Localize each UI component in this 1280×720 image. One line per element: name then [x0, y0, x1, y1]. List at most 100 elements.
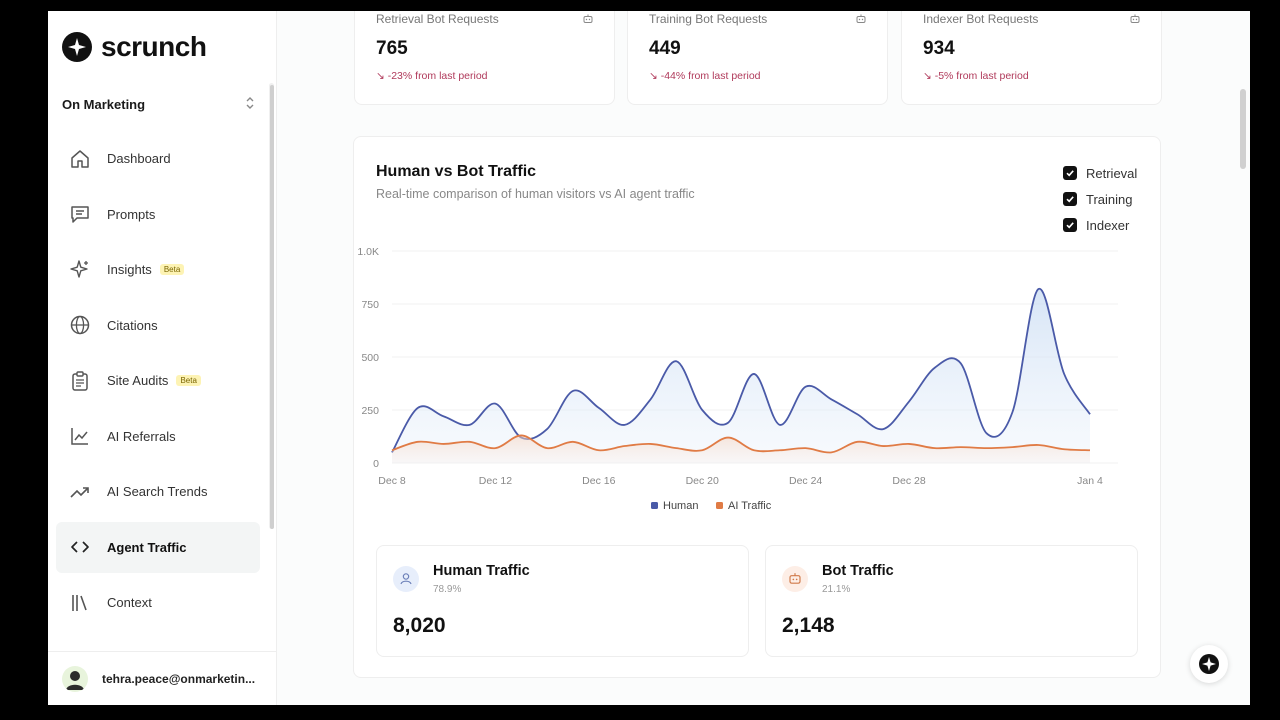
x-tick-label: Dec 24: [789, 475, 822, 487]
bot-icon: [582, 12, 594, 30]
x-tick-label: Dec 8: [378, 475, 406, 487]
sidebar: scrunch On Marketing Dashboard Prompts Ins…: [48, 11, 277, 705]
bot-type-filters: Retrieval Training Indexer: [1063, 160, 1137, 238]
checkbox-checked-icon[interactable]: [1063, 192, 1077, 206]
summary-percentage: 21.1%: [822, 584, 851, 595]
kpi-delta: ↘ -44% from last period: [649, 70, 761, 82]
clipboard-icon: [68, 369, 92, 393]
line-chart-icon: [68, 424, 92, 448]
filter-indexer[interactable]: Indexer: [1063, 212, 1137, 238]
trend-down-icon: ↘: [649, 70, 661, 82]
sidebar-item-ai-referrals[interactable]: AI Referrals: [56, 411, 260, 462]
x-tick-label: Dec 12: [479, 475, 512, 487]
summary-title: Human Traffic: [433, 563, 530, 579]
sidebar-item-context[interactable]: Context: [56, 577, 260, 628]
org-name: On Marketing: [62, 96, 146, 112]
kpi-card: Indexer Bot Requests 934 ↘ -5% from last p…: [901, 11, 1162, 105]
sidebar-item-insights[interactable]: Insights Beta: [56, 244, 260, 295]
sidebar-item-label: Citations: [107, 317, 158, 333]
kpi-value: 934: [923, 38, 955, 59]
sidebar-item-prompts[interactable]: Prompts: [56, 189, 260, 240]
summary-percentage: 78.9%: [433, 584, 462, 595]
y-tick-label: 500: [361, 352, 379, 364]
bot-icon: [855, 12, 867, 30]
filter-label: Indexer: [1086, 217, 1130, 233]
user-email: tehra.peace@onmarketin...: [102, 671, 256, 686]
series-area-human: [392, 288, 1090, 463]
logo[interactable]: scrunch: [62, 31, 207, 63]
app-name: scrunch: [101, 31, 207, 62]
main-content: Retrieval Bot Requests 765 ↘ -23% from las…: [277, 11, 1250, 705]
kpi-value: 765: [376, 38, 408, 59]
globe-icon: [68, 313, 92, 337]
kpi-title: Training Bot Requests: [649, 12, 768, 26]
home-icon: [68, 147, 92, 171]
code-icon: [68, 535, 92, 559]
beta-badge: Beta: [159, 264, 185, 275]
kpi-delta-text: -5% from last period: [934, 70, 1029, 82]
sidebar-item-dashboard[interactable]: Dashboard: [56, 133, 260, 184]
series-area-ai-traffic: [392, 435, 1090, 463]
sidebar-item-ai-search-trends[interactable]: AI Search Trends: [56, 466, 260, 517]
trend-up-icon: [68, 480, 92, 504]
legend-label: Human: [663, 500, 698, 512]
avatar: [62, 665, 88, 692]
legend-swatch: [651, 502, 658, 509]
sidebar-item-citations[interactable]: Citations: [56, 300, 260, 351]
checkbox-checked-icon[interactable]: [1063, 166, 1077, 180]
filter-retrieval[interactable]: Retrieval: [1063, 160, 1137, 186]
sidebar-scrollbar-thumb[interactable]: [270, 85, 274, 529]
series-line-ai-traffic: [391, 434, 1091, 454]
library-icon: [68, 591, 92, 615]
kpi-delta: ↘ -23% from last period: [376, 70, 488, 82]
sidebar-item-agent-traffic[interactable]: Agent Traffic: [56, 521, 260, 573]
summary-value: 2,148: [782, 614, 835, 637]
x-tick-label: Dec 16: [582, 475, 615, 487]
sidebar-item-label: Agent Traffic: [107, 539, 187, 555]
assistant-button[interactable]: [1190, 645, 1228, 683]
legend-swatch: [716, 502, 723, 509]
scrunch-logo-icon: [62, 32, 92, 62]
human-traffic-card: Human Traffic 78.9% 8,020: [376, 545, 749, 657]
org-switcher[interactable]: On Marketing: [62, 93, 255, 115]
y-tick-label: 1.0K: [357, 246, 379, 258]
sidebar-item-label: AI Referrals: [107, 428, 176, 444]
kpi-value: 449: [649, 38, 681, 59]
sidebar-item-site-audits[interactable]: Site Audits Beta: [56, 355, 260, 406]
beta-badge: Beta: [176, 375, 201, 386]
filter-label: Training: [1086, 191, 1133, 207]
sparkle-icon: [68, 258, 92, 282]
x-tick-label: Dec 28: [892, 475, 925, 487]
kpi-card: Retrieval Bot Requests 765 ↘ -23% from las…: [354, 11, 615, 105]
trend-down-icon: ↘: [376, 70, 388, 82]
traffic-area-chart: 0 250 500 750 1.0K Dec 8 Dec 12 Dec 16 Dec 20 Dec…: [357, 246, 1118, 512]
filter-label: Retrieval: [1086, 165, 1138, 181]
sidebar-item-label: Site Audits: [107, 373, 169, 388]
series-line-human: [391, 288, 1091, 453]
page-scrollbar-thumb[interactable]: [1240, 89, 1246, 169]
trend-down-icon: ↘: [923, 70, 935, 82]
kpi-title: Retrieval Bot Requests: [376, 12, 499, 26]
kpi-title: Indexer Bot Requests: [923, 12, 1039, 26]
y-tick-label: 0: [373, 458, 379, 470]
y-tick-label: 250: [361, 405, 379, 417]
chevron-up-down-icon: [245, 96, 255, 113]
x-tick-label: Dec 20: [686, 475, 719, 487]
user-menu[interactable]: tehra.peace@onmarketin...: [48, 651, 277, 705]
bot-icon: [782, 566, 808, 592]
x-tick-label: Jan 4: [1077, 475, 1103, 487]
sidebar-item-label: Prompts: [107, 206, 156, 222]
sidebar-nav: Dashboard Prompts Insights Beta Citations Sit…: [56, 133, 260, 633]
sidebar-item-label: Context: [107, 595, 152, 610]
chart-subtitle: Real-time comparison of human visitors v…: [376, 187, 695, 201]
kpi-delta: ↘ -5% from last period: [923, 70, 1029, 82]
summary-title: Bot Traffic: [822, 563, 894, 579]
checkbox-checked-icon[interactable]: [1063, 218, 1077, 232]
sparkle-star-icon: [1199, 654, 1219, 674]
kpi-delta-text: -44% from last period: [660, 70, 761, 82]
app-window: scrunch On Marketing Dashboard Prompts Ins…: [48, 11, 1250, 705]
filter-training[interactable]: Training: [1063, 186, 1137, 212]
traffic-chart-card: Human vs Bot Traffic Real-time compariso…: [353, 136, 1161, 678]
kpi-card: Training Bot Requests 449 ↘ -44% from last…: [627, 11, 888, 105]
y-tick-label: 750: [361, 299, 379, 311]
